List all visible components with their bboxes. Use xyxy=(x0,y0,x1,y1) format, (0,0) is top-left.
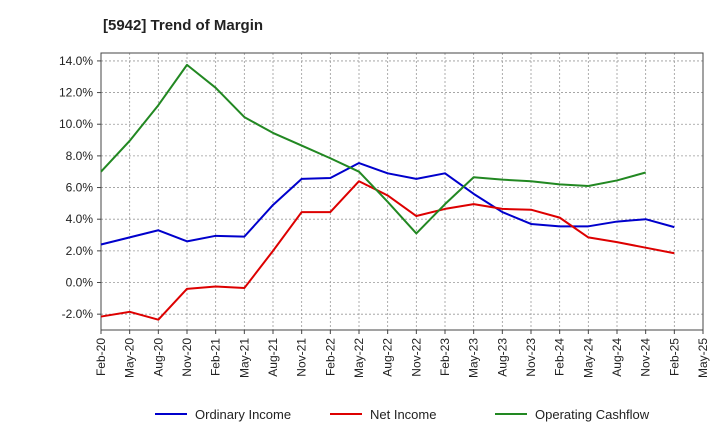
x-tick-label: May-22 xyxy=(352,338,366,378)
x-tick-label: Nov-23 xyxy=(524,338,538,377)
x-tick-label: May-21 xyxy=(237,338,251,378)
series-line-operating-cashflow xyxy=(100,63,646,235)
y-tick-label: 4.0% xyxy=(66,212,94,226)
x-tick-label: Feb-23 xyxy=(438,338,452,376)
x-tick-label: Aug-24 xyxy=(610,338,624,377)
x-tick-label: Aug-20 xyxy=(151,338,165,377)
y-tick-label: 0.0% xyxy=(66,276,94,290)
x-tick-label: Nov-24 xyxy=(639,338,653,377)
plot-border xyxy=(100,52,704,331)
y-tick-label: 10.0% xyxy=(59,117,93,131)
chart-title: [5942] Trend of Margin xyxy=(103,17,263,34)
x-tick-label: May-20 xyxy=(123,338,137,378)
y-tick-label: 14.0% xyxy=(59,54,93,68)
y-tick-label: 2.0% xyxy=(66,244,94,258)
x-tick-label: Feb-25 xyxy=(667,338,681,376)
series-line-ordinary-income xyxy=(100,162,675,246)
x-tick-label: Feb-22 xyxy=(323,338,337,376)
legend-label-net-income: Net Income xyxy=(370,407,436,422)
x-tick-label: Nov-22 xyxy=(409,338,423,377)
x-tick-label: Aug-23 xyxy=(495,338,509,377)
y-tick-label: 12.0% xyxy=(59,86,93,100)
x-tick-label: Aug-22 xyxy=(381,338,395,377)
x-tick-label: Feb-24 xyxy=(553,338,567,376)
x-tick-label: Nov-20 xyxy=(180,338,194,377)
legend: Ordinary Income Net Income Operating Cashf… xyxy=(155,407,650,422)
x-tick-label: May-25 xyxy=(696,338,710,378)
x-tick-label: Aug-21 xyxy=(266,338,280,377)
x-tick-label: May-23 xyxy=(467,338,481,378)
y-tick-label: -2.0% xyxy=(62,307,94,321)
y-tick-label: 8.0% xyxy=(66,149,94,163)
x-tick-label: Nov-21 xyxy=(295,338,309,377)
legend-label-operating-cashflow: Operating Cashflow xyxy=(535,407,650,422)
x-tick-label: Feb-20 xyxy=(94,338,108,376)
series-line-net-income xyxy=(100,180,675,321)
plot-background xyxy=(101,53,703,330)
legend-label-ordinary-income: Ordinary Income xyxy=(195,407,291,422)
x-tick-label: May-24 xyxy=(581,338,595,378)
x-tick-label: Feb-21 xyxy=(209,338,223,376)
y-tick-label: 6.0% xyxy=(66,181,94,195)
plot-area: -2.0% 0.0% 2.0% 4.0% 6.0% 8.0% 10.0% 12.0% 14.0%… xyxy=(59,52,710,378)
